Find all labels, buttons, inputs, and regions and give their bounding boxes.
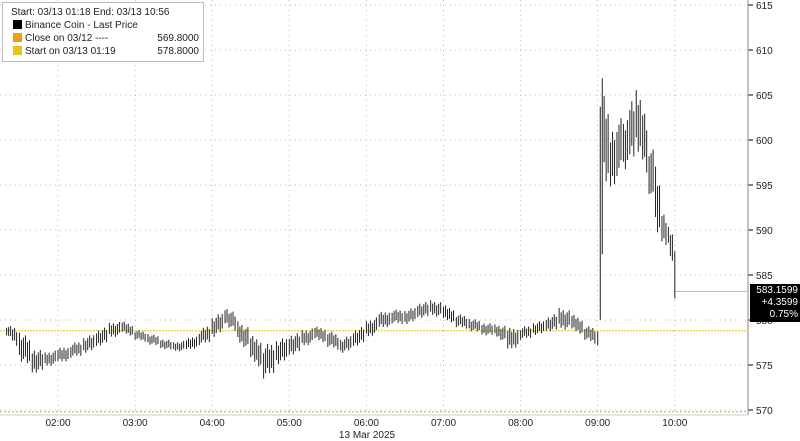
legend: Start: 03/13 01:18 End: 03/13 10:56 Bina…: [2, 2, 204, 62]
x-tick-label: 04:00: [200, 418, 225, 429]
legend-series: Binance Coin - Last Price: [7, 19, 199, 32]
x-tick-label: 03:00: [123, 418, 148, 429]
last-price: 583.1599: [756, 285, 798, 296]
x-tick-label: 07:00: [431, 418, 456, 429]
x-axis-label: 13 Mar 2025: [339, 430, 396, 441]
y-tick-label: 585: [756, 271, 773, 282]
x-tick-label: 06:00: [354, 418, 379, 429]
x-tick-label: 02:00: [45, 418, 70, 429]
y-tick-label: 575: [756, 361, 773, 372]
y-tick-label: 595: [756, 181, 773, 192]
legend-range: Start: 03/13 01:18 End: 03/13 10:56: [11, 7, 170, 18]
legend-start: Start on 03/13 01:19 578.8000: [7, 45, 199, 58]
y-tick-label: 590: [756, 226, 773, 237]
y-tick-label: 610: [756, 46, 773, 57]
x-tick-label: 10:00: [662, 418, 687, 429]
y-tick-label: 570: [756, 406, 773, 417]
x-tick-label: 09:00: [585, 418, 610, 429]
y-tick-label: 605: [756, 91, 773, 102]
y-tick-label: 600: [756, 136, 773, 147]
last-pct: 0.75%: [769, 309, 798, 320]
last-change: +4.3599: [761, 297, 798, 308]
last-price-box: 583.1599 +4.3599 0.75%: [750, 284, 800, 322]
series-swatch: [13, 20, 22, 29]
y-tick-label: 615: [756, 1, 773, 12]
legend-close: Close on 03/12 ---- 569.8000: [7, 32, 199, 45]
x-tick-label: 05:00: [277, 418, 302, 429]
x-tick-label: 08:00: [508, 418, 533, 429]
close-swatch: [13, 33, 22, 42]
start-swatch: [13, 46, 22, 55]
